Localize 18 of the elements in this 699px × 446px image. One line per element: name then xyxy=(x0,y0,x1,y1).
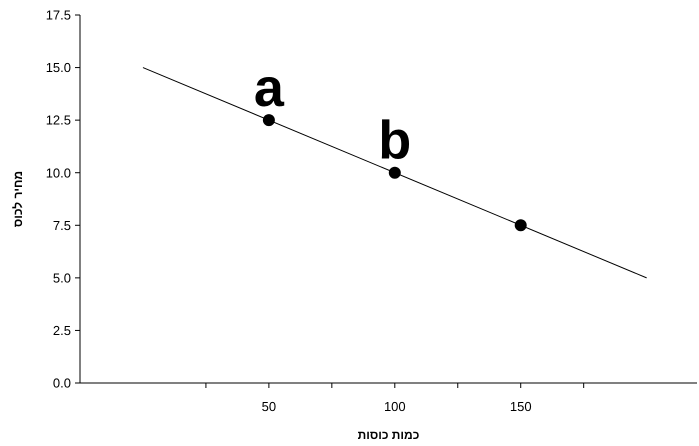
y-axis-title: מחיר לכוס xyxy=(11,170,25,228)
y-tick-label: 7.5 xyxy=(52,218,71,233)
annotation: b xyxy=(378,110,412,171)
point xyxy=(262,114,275,126)
annotation: a xyxy=(254,58,285,118)
y-tick-label: 2.5 xyxy=(52,322,71,338)
y-tick-label: 12.5 xyxy=(46,112,71,128)
x-tick-label: 100 xyxy=(384,399,406,414)
x-tick-label: 50 xyxy=(262,399,276,414)
x-tick-label: 150 xyxy=(510,399,532,414)
x-axis-title: כמות כוסות xyxy=(358,428,420,442)
y-tick-label: 10.0 xyxy=(46,165,71,180)
y-tick-label: 15.0 xyxy=(46,60,71,76)
y-tick-label: 17.5 xyxy=(46,8,71,23)
y-tick-label: 5.0 xyxy=(52,270,71,286)
point xyxy=(514,219,527,232)
y-tick-label: 0.0 xyxy=(52,376,71,391)
point xyxy=(388,166,401,179)
